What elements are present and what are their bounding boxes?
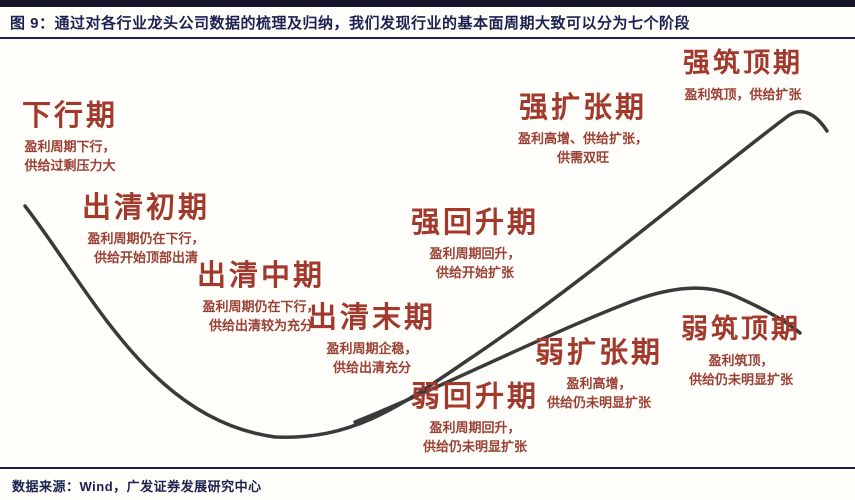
phase-clearing-late-label: 出清末期 bbox=[307, 300, 436, 334]
phase-strong-expansion: 强扩张期 盈利高增、供给扩张， 供需双旺 bbox=[498, 92, 668, 168]
phase-strong-recovery-label: 强回升期 bbox=[410, 205, 539, 239]
strong-cycle-curve bbox=[23, 109, 829, 439]
phase-clearing-mid-label: 出清中期 bbox=[196, 258, 325, 292]
phase-strong-expansion-desc: 盈利高增、供给扩张， 供需双旺 bbox=[517, 132, 648, 166]
phase-weak-expansion-label: 弱扩张期 bbox=[534, 335, 663, 369]
report-top-bar bbox=[0, 0, 855, 7]
phase-clearing-mid: 出清中期 盈利周期仍在下行， 供给出清较为充分 bbox=[186, 260, 336, 336]
phase-weak-topping-desc: 盈利筑顶， 供给仍未明显扩张 bbox=[688, 354, 793, 388]
phase-strong-expansion-label: 强扩张期 bbox=[518, 90, 647, 124]
footer-divider bbox=[0, 467, 855, 469]
phase-weak-recovery-desc: 盈利周期回升， 供给仍未明显扩张 bbox=[422, 421, 527, 455]
phase-clearing-late-desc: 盈利周期企稳， 供给出清充分 bbox=[326, 342, 418, 376]
phase-strong-topping: 强筑顶期 盈利筑顶，供给扩张 bbox=[668, 48, 818, 106]
phase-weak-topping: 弱筑顶期 盈利筑顶， 供给仍未明显扩张 bbox=[666, 314, 816, 390]
data-source: 数据来源：Wind，广发证券发展研究中心 bbox=[12, 479, 262, 494]
title-divider bbox=[0, 37, 855, 39]
phase-weak-expansion-desc: 盈利高增， 供给仍未明显扩张 bbox=[546, 377, 651, 411]
phase-weak-topping-label: 弱筑顶期 bbox=[681, 314, 801, 345]
phase-clearing-late: 出清末期 盈利周期企稳， 供给出清充分 bbox=[302, 302, 442, 378]
phase-clearing-early: 出清初期 盈利周期仍在下行， 供给开始顶部出清 bbox=[76, 192, 216, 268]
phase-clearing-mid-desc: 盈利周期仍在下行， 供给出清较为充分 bbox=[202, 300, 320, 334]
phase-strong-recovery-desc: 盈利周期回升， 供给开始扩张 bbox=[429, 247, 521, 281]
phase-weak-recovery: 弱回升期 盈利周期回升， 供给仍未明显扩张 bbox=[405, 381, 545, 457]
phase-downturn: 下行期 盈利周期下行， 供给过剩压力大 bbox=[10, 100, 130, 176]
phase-downturn-desc: 盈利周期下行， 供给过剩压力大 bbox=[24, 140, 116, 174]
phase-downturn-label: 下行期 bbox=[21, 98, 118, 132]
phase-clearing-early-label: 出清初期 bbox=[81, 190, 210, 224]
figure-title: 图 9：通过对各行业龙头公司数据的梳理及归纳，我们发现行业的基本面周期大致可以分… bbox=[10, 15, 691, 32]
phase-strong-recovery: 强回升期 盈利周期回升， 供给开始扩张 bbox=[405, 207, 545, 283]
phase-weak-recovery-label: 弱回升期 bbox=[410, 379, 539, 413]
weak-cycle-curve bbox=[353, 286, 802, 424]
phase-weak-expansion: 弱扩张期 盈利高增， 供给仍未明显扩张 bbox=[524, 337, 674, 413]
phase-clearing-early-desc: 盈利周期仍在下行， 供给开始顶部出清 bbox=[87, 232, 205, 266]
phase-strong-topping-label: 强筑顶期 bbox=[683, 48, 803, 79]
phase-strong-topping-desc: 盈利筑顶，供给扩张 bbox=[684, 88, 802, 104]
